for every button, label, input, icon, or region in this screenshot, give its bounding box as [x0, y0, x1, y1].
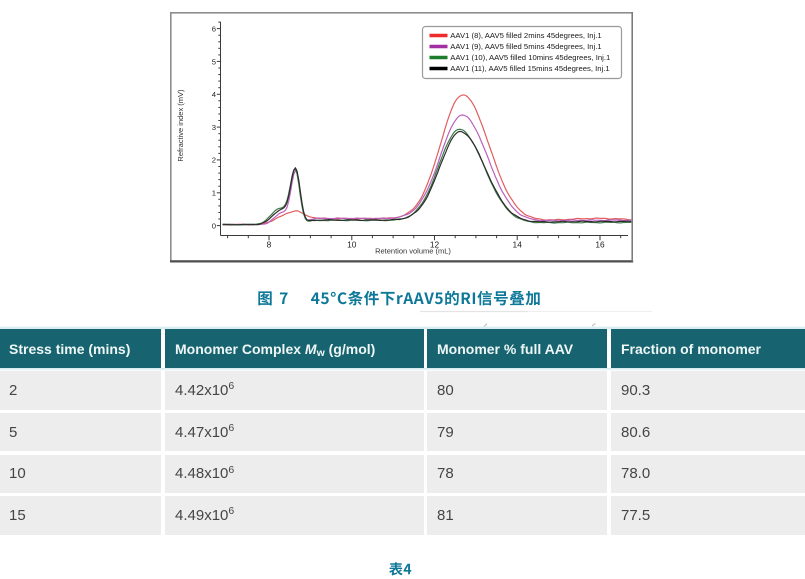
svg-text:AAV1 (10), AAV5 filled 10mins: AAV1 (10), AAV5 filled 10mins 45degrees,… — [450, 53, 610, 62]
svg-text:6: 6 — [212, 24, 216, 33]
svg-text:0: 0 — [212, 221, 216, 230]
svg-text:AAV1 (9), AAV5 filled 5mins 45: AAV1 (9), AAV5 filled 5mins 45degrees, I… — [450, 42, 601, 51]
svg-text:AAV1 (8), AAV5 filled 2mins 45: AAV1 (8), AAV5 filled 2mins 45degrees, I… — [450, 31, 601, 40]
svg-text:12: 12 — [430, 240, 440, 250]
svg-text:5: 5 — [212, 57, 216, 66]
svg-text:AAV1 (11), AAV5 filled 15mins: AAV1 (11), AAV5 filled 15mins 45degrees,… — [450, 64, 609, 73]
svg-text:Retention volume (mL): Retention volume (mL) — [375, 247, 451, 256]
svg-text:Refractive index (mV): Refractive index (mV) — [176, 89, 185, 162]
svg-text:8: 8 — [267, 240, 272, 250]
svg-text:2: 2 — [212, 156, 216, 165]
svg-text:3: 3 — [212, 123, 216, 132]
svg-text:16: 16 — [595, 240, 605, 250]
svg-text:1: 1 — [212, 189, 216, 198]
svg-text:10: 10 — [347, 240, 357, 250]
svg-text:14: 14 — [513, 240, 523, 250]
svg-text:4: 4 — [212, 90, 217, 99]
